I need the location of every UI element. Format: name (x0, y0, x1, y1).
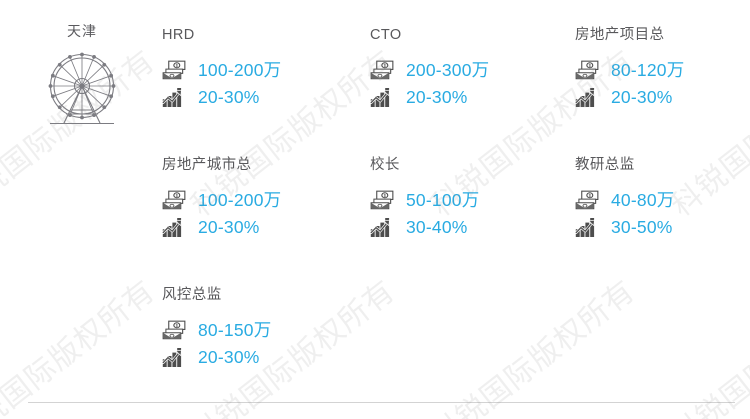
salary-range-value: 50-100万 (406, 190, 480, 210)
banknotes-money-icon: $ (162, 59, 188, 81)
growth-rate-value: 30-40% (406, 217, 468, 237)
growth-rate-row: 20-30% (575, 85, 684, 109)
growth-rate-row: 30-40% (370, 215, 479, 239)
watermark-text: 科锐国际版权所有 (665, 274, 750, 419)
banknotes-money-icon: $ (575, 189, 601, 211)
city-block: 天津 (26, 22, 138, 130)
role-title: HRD (162, 27, 195, 43)
bar-chart-growth-icon (162, 346, 188, 368)
growth-rate-value: 20-30% (611, 87, 673, 107)
salary-range-row: $ 100-200万 (162, 58, 281, 82)
growth-rate-row: 20-30% (162, 345, 271, 369)
bar-chart-growth-icon (370, 86, 396, 108)
growth-rate-row: 20-30% (162, 85, 281, 109)
bar-chart-growth-icon (575, 86, 601, 108)
role-card: 房地产项目总 $ 80-120万 (575, 26, 684, 112)
salary-range-value: 100-200万 (198, 190, 282, 210)
role-title: CTO (370, 27, 402, 43)
salary-range-value: 40-80万 (611, 190, 675, 210)
role-card: 风控总监 $ 80-150万 (162, 286, 271, 372)
banknotes-money-icon: $ (370, 59, 396, 81)
role-title: 教研总监 (575, 157, 635, 173)
salary-range-row: $ 200-300万 (370, 58, 489, 82)
svg-text:$: $ (589, 63, 592, 68)
svg-text:$: $ (384, 193, 387, 198)
role-card: 房地产城市总 $ 100-200万 (162, 156, 281, 242)
role-card: CTO $ 200-300万 (370, 26, 489, 112)
role-card: 校长 $ 50-100万 (370, 156, 479, 242)
salary-range-row: $ 80-120万 (575, 58, 684, 82)
salary-range-row: $ 100-200万 (162, 188, 281, 212)
bar-chart-growth-icon (162, 216, 188, 238)
role-card: HRD $ 100-200万 (162, 26, 281, 112)
watermark-text: 科锐国际版权所有 (425, 274, 642, 419)
bar-chart-growth-icon (162, 86, 188, 108)
salary-range-row: $ 50-100万 (370, 188, 479, 212)
growth-rate-value: 20-30% (406, 87, 468, 107)
salary-range-value: 200-300万 (406, 60, 490, 80)
salary-range-value: 80-120万 (611, 60, 685, 80)
banknotes-money-icon: $ (162, 319, 188, 341)
banknotes-money-icon: $ (575, 59, 601, 81)
role-title: 房地产项目总 (575, 27, 665, 43)
watermark-text: 科锐国际版权所有 (0, 274, 162, 419)
svg-text:$: $ (176, 193, 179, 198)
banknotes-money-icon: $ (162, 189, 188, 211)
banknotes-money-icon: $ (370, 189, 396, 211)
svg-text:$: $ (384, 63, 387, 68)
role-title: 房地产城市总 (162, 157, 252, 173)
growth-rate-value: 30-50% (611, 217, 673, 237)
salary-range-row: $ 80-150万 (162, 318, 271, 342)
bottom-divider (28, 402, 735, 403)
growth-rate-value: 20-30% (198, 347, 260, 367)
growth-rate-row: 20-30% (370, 85, 489, 109)
growth-rate-value: 20-30% (198, 217, 260, 237)
role-title: 校长 (370, 157, 400, 173)
svg-text:$: $ (589, 193, 592, 198)
salary-range-value: 100-200万 (198, 60, 282, 80)
growth-rate-row: 20-30% (162, 215, 281, 239)
ferris-wheel-icon (48, 52, 116, 125)
role-title: 风控总监 (162, 287, 222, 303)
growth-rate-value: 20-30% (198, 87, 260, 107)
svg-text:$: $ (176, 63, 179, 68)
bar-chart-growth-icon (370, 216, 396, 238)
salary-range-row: $ 40-80万 (575, 188, 674, 212)
role-card: 教研总监 $ 40-80万 (575, 156, 674, 242)
svg-text:$: $ (176, 323, 179, 328)
bar-chart-growth-icon (575, 216, 601, 238)
city-name-label: 天津 (67, 23, 97, 39)
growth-rate-row: 30-50% (575, 215, 674, 239)
salary-range-value: 80-150万 (198, 320, 272, 340)
